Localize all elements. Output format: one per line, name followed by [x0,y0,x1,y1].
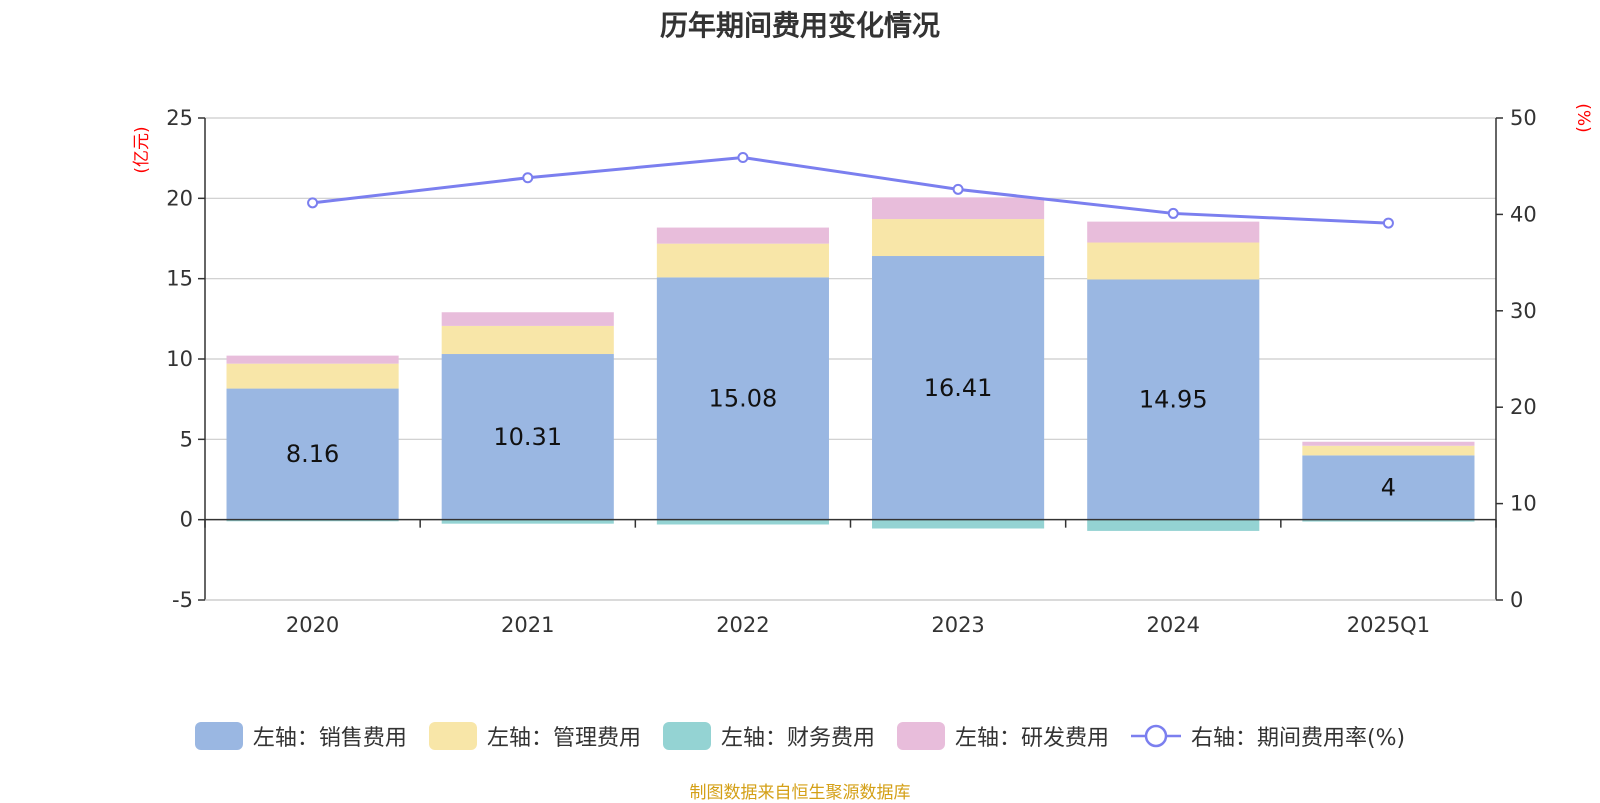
bar-segment [1087,221,1260,243]
bar-segment [656,277,829,520]
bar-segment [441,312,614,326]
left-axis-tick-label: 15 [166,267,193,291]
left-axis-tick-label: 0 [180,508,193,532]
right-axis-tick-label: 50 [1510,106,1537,130]
legend-label-rnd: 左轴：研发费用 [954,726,1109,751]
bar-segment [441,519,614,524]
x-axis-tick-label: 2021 [501,613,554,637]
left-axis-tick-label: -5 [172,588,193,612]
x-axis-tick-label: 2025Q1 [1347,613,1430,637]
source-note: 制图数据来自恒生聚源数据库 [689,783,911,803]
rate-point [952,183,964,195]
x-axis-tick-label: 2023 [931,613,984,637]
bar-segment [226,355,399,364]
right-axis-tick-label: 0 [1510,588,1523,612]
right-axis-tick-label: 10 [1510,492,1537,516]
legend-swatch-admin [428,722,477,750]
legend: 左轴：销售费用 左轴：管理费用 左轴：财务费用 左轴：研发费用 右轴：期间费用率… [0,720,1600,752]
rate-point [1167,207,1179,219]
right-axis-tick-label: 40 [1510,202,1537,226]
chart-title: 历年期间费用变化情况 [659,9,940,42]
bar-segment [872,519,1045,529]
bar-segment [872,197,1045,220]
bars [226,197,1475,531]
legend-item-sales[interactable]: 左轴：销售费用 [194,720,407,752]
legend-label-sales: 左轴：销售费用 [252,726,407,751]
line-circle-icon [1130,724,1181,748]
legend-item-rnd[interactable]: 左轴：研发费用 [896,720,1109,752]
bar-segment [872,256,1045,520]
rate-point [307,197,319,209]
bar-value-label: 8.16 [286,440,339,468]
bar-segment [226,388,399,520]
rate-line [307,152,1394,229]
x-axis-tick-label: 2020 [286,613,339,637]
rate-point [1382,217,1394,229]
axes: -5 0 5 10 15 20 25 0 10 20 30 40 50 2020 2021 2022 2023 2… [166,106,1536,637]
rate-line-path [312,156,1389,225]
bar-segment [441,354,614,520]
bar-segment [1302,445,1475,456]
bar-segment [1302,519,1475,522]
bar-segment [656,519,829,525]
bar-value-label: 16.41 [924,374,993,402]
legend-swatch-sales [194,722,243,750]
x-axis-tick-label: 2024 [1147,613,1200,637]
bar-segment [1087,242,1260,280]
x-axis-tick-label: 2022 [716,613,769,637]
bar-segment [1302,441,1475,446]
bar-segment [872,219,1045,257]
legend-item-rate[interactable]: 右轴：期间费用率(%) [1130,720,1406,752]
left-axis-unit: (亿元) [132,126,152,173]
right-axis-unit: (%) [1573,103,1593,132]
left-axis-tick-label: 10 [166,347,193,371]
bar-segment [1302,455,1475,520]
chart-plot: -5 0 5 10 15 20 25 0 10 20 30 40 50 2020 2021 2022 2023 2… [132,103,1593,637]
bar-value-label: 10.31 [493,423,562,451]
left-axis-tick-label: 5 [180,427,193,451]
rate-point [522,172,534,184]
bar-segment [656,227,829,244]
bar-segment [226,363,399,389]
rate-point [737,152,749,164]
right-axis-tick-label: 20 [1510,395,1537,419]
bar-value-label: 4 [1381,474,1396,502]
left-axis-tick-label: 25 [166,106,193,130]
bar-segment [1087,519,1260,531]
bar-value-label: 14.95 [1139,386,1208,414]
left-axis-tick-label: 20 [166,186,193,210]
legend-label-admin: 左轴：管理费用 [486,726,641,751]
bar-labels: 8.16 10.31 15.08 16.41 14.95 4 [286,374,1396,502]
bar-value-label: 15.08 [709,385,778,413]
legend-label-rate: 右轴：期间费用率(%) [1190,726,1406,751]
legend-swatch-finance [662,722,711,750]
legend-item-finance[interactable]: 左轴：财务费用 [662,720,875,752]
legend-swatch-rnd [896,722,945,750]
right-axis-tick-label: 30 [1510,299,1537,323]
bar-segment [1087,279,1260,520]
bar-segment [441,325,614,355]
legend-item-admin[interactable]: 左轴：管理费用 [428,720,641,752]
legend-label-finance: 左轴：财务费用 [720,726,875,751]
bar-segment [226,519,399,522]
bar-segment [656,243,829,278]
